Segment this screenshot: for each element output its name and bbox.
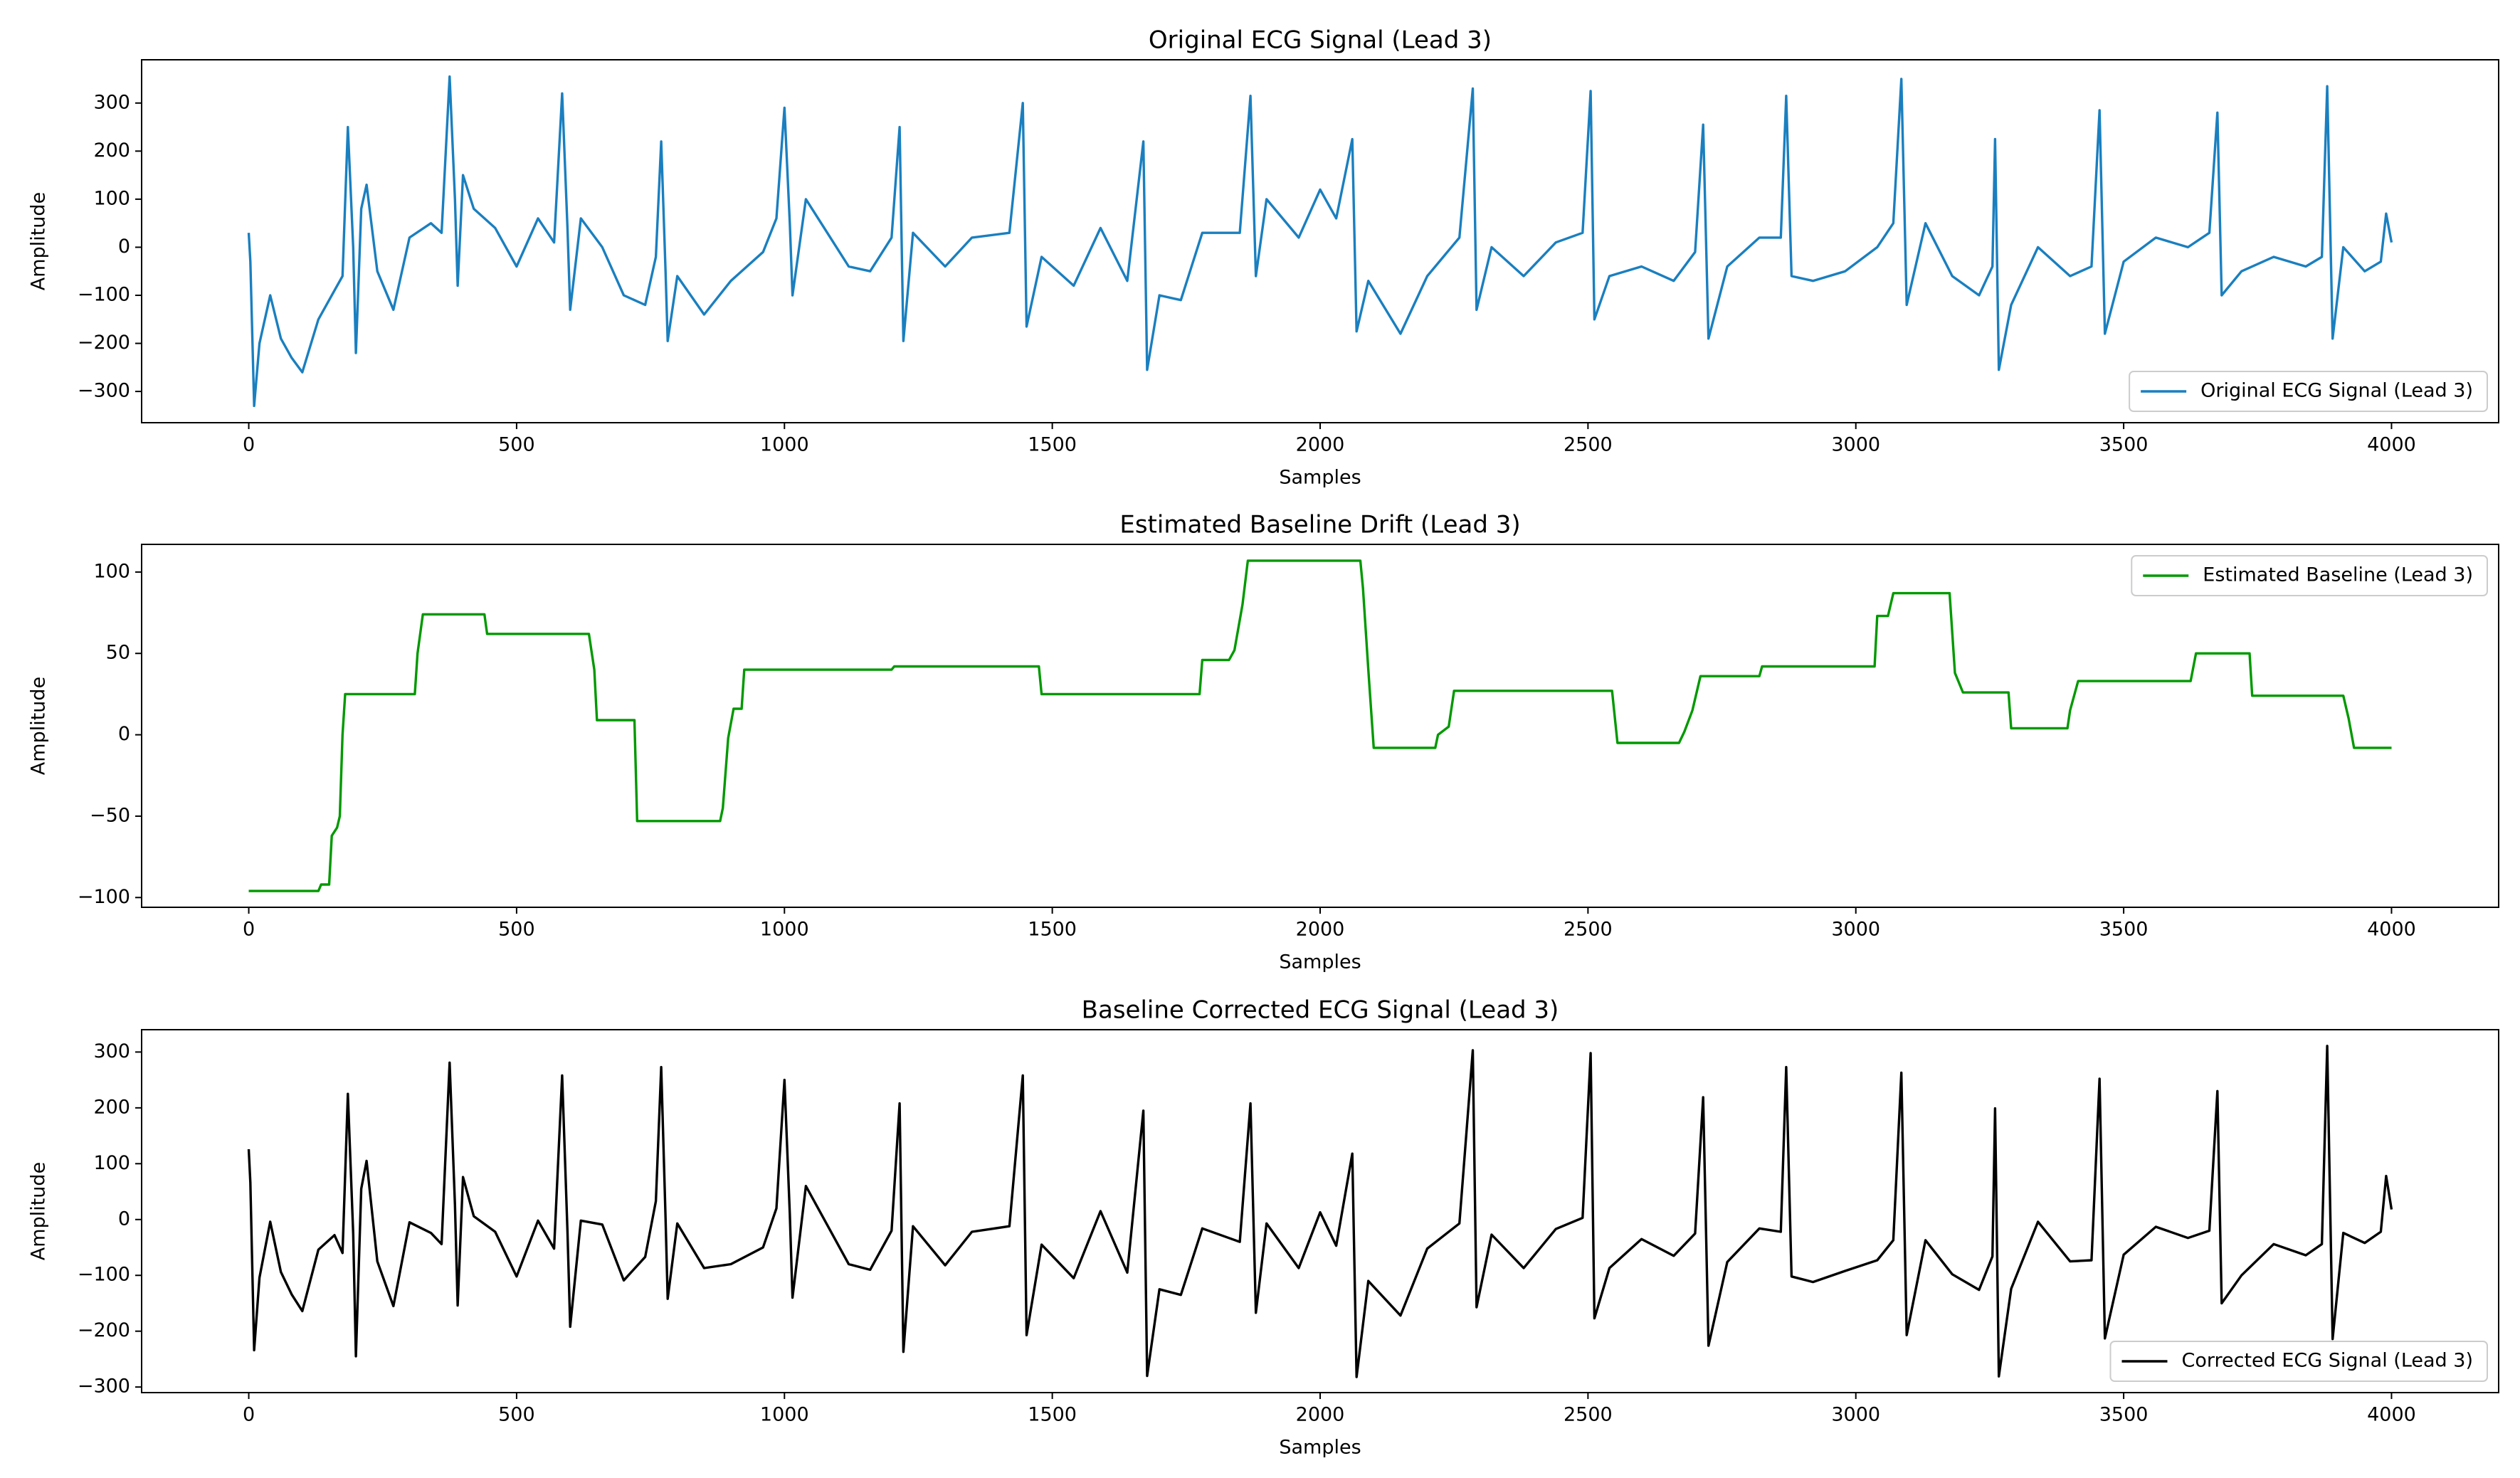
x-tick-label: 0: [243, 919, 255, 941]
y-tick-label: −100: [78, 886, 130, 908]
x-axis-label: Samples: [1279, 467, 1361, 489]
y-tick-label: 100: [93, 187, 130, 209]
x-tick-label: 1500: [1028, 919, 1077, 941]
x-tick-label: 1000: [760, 919, 809, 941]
axes-frame: [141, 59, 2499, 423]
y-tick-label: 300: [93, 1040, 130, 1062]
x-axis-label: Samples: [1279, 951, 1361, 973]
x-tick-label: 4000: [2367, 919, 2416, 941]
legend-box: [2129, 371, 2488, 412]
x-tick-label: 3000: [1831, 919, 1880, 941]
x-tick-label: 2000: [1296, 1404, 1345, 1426]
x-tick-label: 3500: [2099, 919, 2149, 941]
x-tick-label: 3500: [2099, 1404, 2149, 1426]
x-tick-label: 1500: [1028, 434, 1077, 456]
y-tick-label: −300: [78, 1376, 130, 1398]
y-tick-label: 200: [93, 139, 130, 162]
y-tick-label: 100: [93, 1152, 130, 1174]
y-tick-label: 100: [93, 560, 130, 582]
chart-title: Baseline Corrected ECG Signal (Lead 3): [1082, 996, 1559, 1025]
x-tick-label: 1000: [760, 1404, 809, 1426]
legend-label: Corrected ECG Signal (Lead 3): [2181, 1350, 2473, 1372]
x-tick-label: 3500: [2099, 434, 2149, 456]
x-tick-label: 4000: [2367, 1404, 2416, 1426]
y-tick-label: −300: [78, 380, 130, 402]
x-tick-label: 500: [498, 919, 535, 941]
legend: Original ECG Signal (Lead 3): [2129, 371, 2488, 412]
y-tick-label: 0: [118, 236, 130, 258]
y-tick-label: −200: [78, 332, 130, 354]
x-tick-label: 2000: [1296, 919, 1345, 941]
x-tick-label: 4000: [2367, 434, 2416, 456]
chart-title: Original ECG Signal (Lead 3): [1149, 26, 1492, 55]
y-tick-label: 0: [118, 1208, 130, 1230]
chart-title: Estimated Baseline Drift (Lead 3): [1119, 511, 1520, 539]
y-tick-label: −100: [78, 283, 130, 305]
y-axis-label: Amplitude: [28, 192, 50, 290]
y-tick-label: −100: [78, 1264, 130, 1286]
x-tick-label: 2000: [1296, 434, 1345, 456]
axes-frame: [141, 544, 2499, 908]
x-tick-label: 0: [243, 1404, 255, 1426]
x-tick-label: 500: [498, 1404, 535, 1426]
signal-line: [247, 1045, 2393, 1378]
x-tick-label: 2500: [1564, 1404, 1613, 1426]
x-tick-label: 3000: [1831, 434, 1880, 456]
x-tick-label: 2500: [1564, 919, 1613, 941]
y-tick-label: −200: [78, 1319, 130, 1341]
x-tick-label: 2500: [1564, 434, 1613, 456]
legend-label: Original ECG Signal (Lead 3): [2200, 380, 2473, 402]
y-axis-label: Amplitude: [28, 1162, 50, 1260]
legend-box: [2131, 555, 2488, 596]
legend: Corrected ECG Signal (Lead 3): [2109, 1341, 2488, 1382]
x-tick-label: 3000: [1831, 1404, 1880, 1426]
y-axis-label: Amplitude: [28, 677, 50, 775]
x-tick-label: 500: [498, 434, 535, 456]
y-tick-label: 50: [106, 642, 130, 664]
signal-line: [247, 75, 2393, 408]
legend-label: Estimated Baseline (Lead 3): [2203, 564, 2473, 586]
x-tick-label: 0: [243, 434, 255, 456]
legend-box: [2109, 1341, 2488, 1382]
x-tick-label: 1500: [1028, 1404, 1077, 1426]
legend: Estimated Baseline (Lead 3): [2131, 555, 2488, 596]
y-tick-label: 0: [118, 723, 130, 745]
x-tick-label: 1000: [760, 434, 809, 456]
y-tick-label: −50: [90, 804, 130, 826]
axes-frame: [141, 1029, 2499, 1393]
x-axis-label: Samples: [1279, 1437, 1361, 1459]
y-tick-label: 300: [93, 91, 130, 113]
y-tick-label: 200: [93, 1096, 130, 1118]
signal-line: [248, 559, 2392, 892]
